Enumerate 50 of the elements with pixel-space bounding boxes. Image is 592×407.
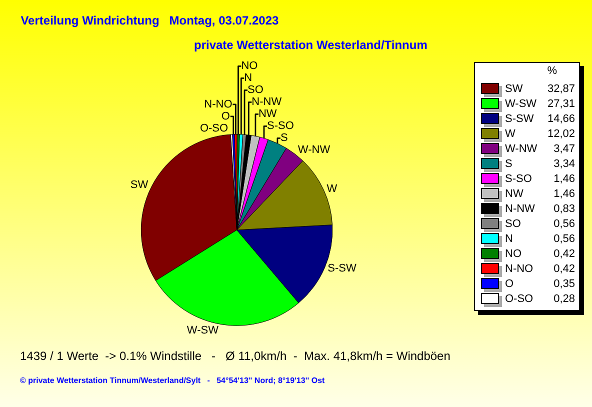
legend-label: S-SO [505,172,533,184]
slice-label: NO [241,60,258,72]
slice-label: W-SW [186,324,220,336]
data-label: 3,47 [554,142,575,154]
legend-label: S [505,158,514,170]
slice-label: SO [248,84,264,96]
data-label: 0,28 [554,292,575,304]
legend-label: O [505,278,515,290]
legend-label: S-SW [505,112,535,124]
data-label: 27,31 [547,98,575,110]
slice-label: N-NW [252,96,282,108]
data-label: 0,42 [554,262,575,274]
chart-subtitle: private Wetterstation Westerland/Tinnum [194,38,428,52]
slice-label: O [221,110,230,122]
legend-label: NO [505,248,522,260]
slice-label: W-NW [298,144,331,156]
text: 1439 / 1 Werte -> 0.1% Windstille - Ø 11,0km/h - Max. 41,8km/h = Windböen [20,349,450,363]
legend-label: NW [505,188,524,200]
legend-label: W [505,128,516,140]
chart-title: Verteilung Windrichtung Montag, 03.07.2023 [20,14,279,28]
legend-label: SW [505,82,524,94]
slice-label: W [326,182,338,195]
data-label: 3,34 [554,158,575,170]
slice-label: S-SO [266,120,294,132]
slice-label: S-SW [328,262,357,275]
text: © private Wetterstation Tinnum/Westerland/Sylt - 54°54'13'' Nord; 8°19'13'' Ost [20,376,325,385]
data-label: 1,46 [554,188,575,200]
data-label: 12,02 [547,128,575,140]
slice-label: N-NO [204,98,233,110]
legend-label: SO [505,218,522,230]
slice-label: N [244,72,252,84]
slice-label: NW [258,108,278,120]
data-label: 0,83 [554,202,575,214]
legend-label: W-NW [505,142,538,154]
legend-label: N-NW [505,202,536,214]
legend-label: N-NO [505,262,534,274]
slice-label: SW [130,179,149,192]
data-label: 0,56 [554,232,575,244]
data-label: 1,46 [554,172,575,184]
slice-label: S [280,132,288,144]
data-label: 0,42 [554,248,575,260]
legend-label: W-SW [505,98,538,110]
legend-label: O-SO [505,292,534,304]
data-label: 14,66 [547,112,575,124]
legend-label: N [505,232,514,244]
slice-label: O-SO [200,122,228,134]
data-label: 32,87 [547,82,575,94]
data-label: 0,35 [554,278,575,290]
legend-title: % [546,65,558,79]
data-label: 0,56 [554,218,575,230]
